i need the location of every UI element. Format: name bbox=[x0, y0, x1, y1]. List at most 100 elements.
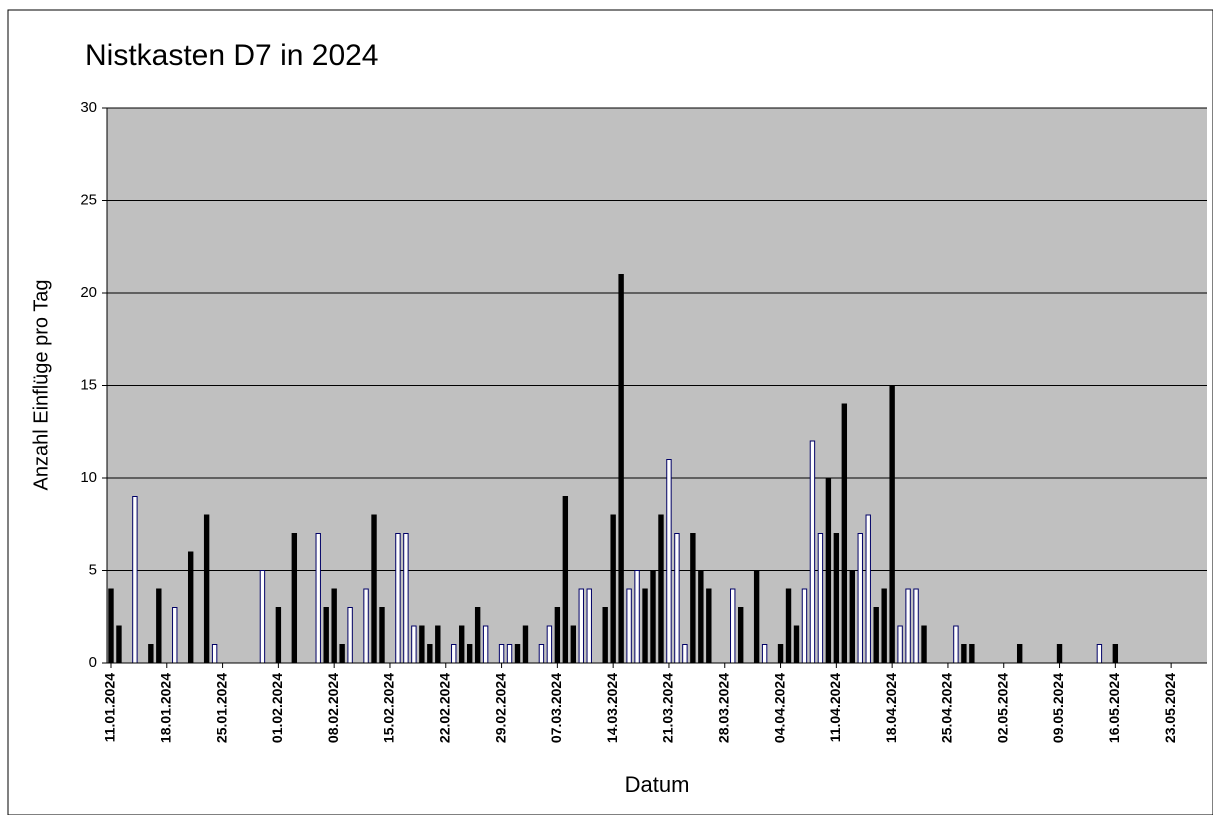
bar bbox=[563, 497, 567, 664]
bar bbox=[954, 626, 958, 663]
bar bbox=[1017, 645, 1021, 664]
x-tick-label: 22.02.2024 bbox=[436, 673, 452, 743]
bar bbox=[707, 589, 711, 663]
bar bbox=[188, 552, 192, 663]
y-tick-label: 5 bbox=[89, 561, 97, 578]
x-tick-label: 02.05.2024 bbox=[994, 673, 1010, 743]
bar bbox=[643, 589, 647, 663]
bar bbox=[962, 645, 966, 664]
x-tick-label: 25.04.2024 bbox=[939, 673, 955, 743]
x-tick-label: 14.03.2024 bbox=[604, 673, 620, 743]
bar bbox=[842, 404, 846, 663]
bar bbox=[117, 626, 121, 663]
x-tick-label: 15.02.2024 bbox=[381, 673, 397, 743]
bar bbox=[539, 645, 543, 664]
bar bbox=[157, 589, 161, 663]
bar bbox=[420, 626, 424, 663]
bar bbox=[898, 626, 902, 663]
bar bbox=[483, 626, 487, 663]
bar bbox=[428, 645, 432, 664]
bar bbox=[659, 515, 663, 663]
bar bbox=[276, 608, 280, 664]
bar bbox=[332, 589, 336, 663]
bar bbox=[882, 589, 886, 663]
bar bbox=[651, 571, 655, 664]
bar bbox=[380, 608, 384, 664]
bar bbox=[212, 645, 216, 664]
x-tick-label: 28.03.2024 bbox=[715, 673, 731, 743]
y-tick-label: 25 bbox=[80, 191, 97, 208]
bar bbox=[635, 571, 639, 664]
x-tick-label: 01.02.2024 bbox=[269, 673, 285, 743]
bar bbox=[786, 589, 790, 663]
x-tick-label: 25.01.2024 bbox=[213, 673, 229, 743]
bar bbox=[818, 534, 822, 664]
y-tick-label: 10 bbox=[80, 469, 97, 486]
bar bbox=[826, 478, 830, 663]
x-tick-label: 08.02.2024 bbox=[325, 673, 341, 743]
bar bbox=[619, 275, 623, 664]
x-tick-label: 21.03.2024 bbox=[660, 673, 676, 743]
bar bbox=[507, 645, 511, 664]
bar bbox=[810, 441, 814, 663]
bar bbox=[133, 497, 137, 664]
bar bbox=[109, 589, 113, 663]
bar bbox=[667, 460, 671, 664]
bar bbox=[499, 645, 503, 664]
bar bbox=[173, 608, 177, 664]
bar bbox=[404, 534, 408, 664]
x-tick-label: 11.04.2024 bbox=[827, 673, 843, 743]
bar bbox=[627, 589, 631, 663]
bar bbox=[547, 626, 551, 663]
bar bbox=[675, 534, 679, 664]
y-tick-label: 0 bbox=[89, 654, 97, 671]
bar bbox=[1057, 645, 1061, 664]
bar bbox=[691, 534, 695, 664]
bar bbox=[460, 626, 464, 663]
chart: Nistkasten D7 in 2024 Datum Anzahl Einfl… bbox=[0, 0, 1213, 815]
y-tick-label: 15 bbox=[80, 376, 97, 393]
bar bbox=[364, 589, 368, 663]
bar bbox=[906, 589, 910, 663]
bar bbox=[683, 645, 687, 664]
x-tick-label: 09.05.2024 bbox=[1050, 673, 1066, 743]
bar bbox=[738, 608, 742, 664]
bar bbox=[802, 589, 806, 663]
bar bbox=[436, 626, 440, 663]
bar bbox=[467, 645, 471, 664]
bar bbox=[579, 589, 583, 663]
bar bbox=[149, 645, 153, 664]
bar bbox=[292, 534, 296, 664]
bar bbox=[587, 589, 591, 663]
x-tick-label: 29.02.2024 bbox=[492, 673, 508, 743]
bar bbox=[555, 608, 559, 664]
bar bbox=[348, 608, 352, 664]
bar bbox=[866, 515, 870, 663]
bar bbox=[858, 534, 862, 664]
bar bbox=[890, 386, 894, 664]
bar bbox=[834, 534, 838, 664]
bar bbox=[372, 515, 376, 663]
bar bbox=[523, 626, 527, 663]
x-tick-label: 23.05.2024 bbox=[1162, 673, 1178, 743]
bar bbox=[571, 626, 575, 663]
bar bbox=[850, 571, 854, 664]
bar bbox=[754, 571, 758, 664]
bar bbox=[1113, 645, 1117, 664]
bar bbox=[778, 645, 782, 664]
bar bbox=[794, 626, 798, 663]
bar bbox=[316, 534, 320, 664]
bar bbox=[260, 571, 264, 664]
x-tick-label: 18.01.2024 bbox=[157, 673, 173, 743]
bar bbox=[396, 534, 400, 664]
bar bbox=[611, 515, 615, 663]
x-tick-label: 18.04.2024 bbox=[883, 673, 899, 743]
chart-title: Nistkasten D7 in 2024 bbox=[85, 39, 379, 72]
bar bbox=[340, 645, 344, 664]
bar bbox=[412, 626, 416, 663]
bar bbox=[475, 608, 479, 664]
bar bbox=[970, 645, 974, 664]
y-tick-label: 20 bbox=[80, 284, 97, 301]
x-axis-label: Datum bbox=[625, 772, 690, 797]
bar bbox=[914, 589, 918, 663]
